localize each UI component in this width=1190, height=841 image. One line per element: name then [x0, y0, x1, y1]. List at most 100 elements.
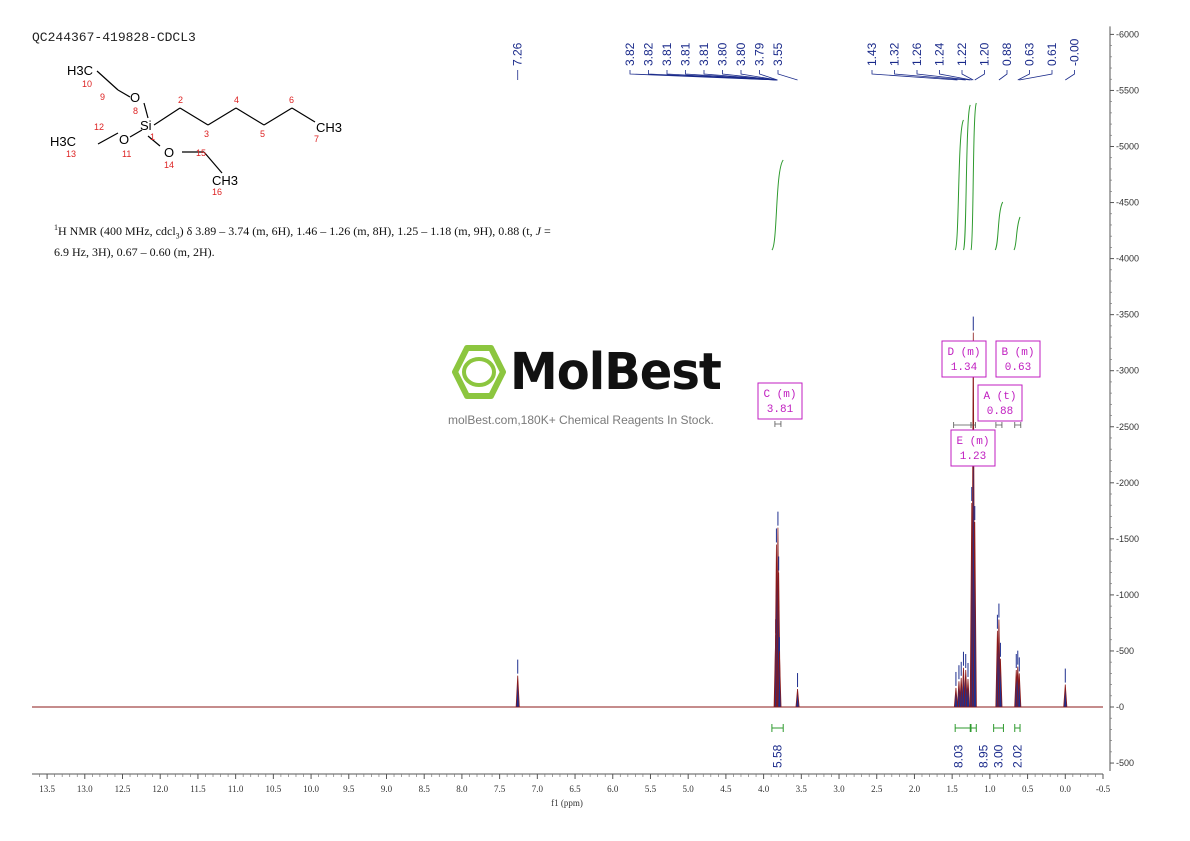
- integral-bar: [954, 724, 971, 732]
- atom-number-11: 11: [122, 149, 131, 159]
- atom-number-4: 4: [234, 95, 239, 105]
- integral-curve: [1013, 216, 1021, 251]
- x-tick-label: 9.5: [343, 784, 355, 794]
- y-tick-label: -5000: [1116, 142, 1139, 152]
- integral-bar: [970, 724, 977, 732]
- h3c-left-label: H3C: [50, 134, 76, 149]
- y-tick-label: -4000: [1116, 254, 1139, 264]
- peak-label-group2: 3.80: [734, 42, 748, 66]
- y-tick-label: -0: [1116, 702, 1124, 712]
- peak-label-group3-connector: [916, 70, 971, 81]
- peak-label-group3-connector: [961, 70, 974, 81]
- y-tick-label: -1000: [1116, 590, 1139, 600]
- h3c-top-label: H3C: [67, 63, 93, 78]
- y-axis: -500 -0 -500 -1000 -1500 -2000 -2500 -3000 -3500…: [1109, 26, 1139, 772]
- integral-value: 2.02: [1010, 744, 1024, 768]
- integral-curves: [771, 102, 1021, 251]
- logo-brand-text: MolBest: [510, 342, 722, 402]
- spectrum-peak: [953, 687, 958, 708]
- x-tick-label: 12.5: [115, 784, 131, 794]
- x-tick-label: -0.5: [1096, 784, 1111, 794]
- peak-label-group3-connector: [894, 70, 966, 81]
- spectrum-peaks: [515, 316, 1068, 708]
- peak-label-group2-connector: [740, 70, 778, 81]
- integral-value: 5.58: [771, 744, 785, 768]
- x-tick-label: 10.0: [303, 784, 319, 794]
- multiplet-name: C (m): [763, 389, 796, 401]
- nmr-text-sub: 3: [175, 231, 180, 241]
- peak-label-group3: 1.24: [933, 42, 947, 66]
- y-tick-label: -3500: [1116, 310, 1139, 320]
- x-tick-label: 8.0: [456, 784, 468, 794]
- multiplet-shift: 0.88: [987, 406, 1013, 418]
- atom-number-15: 15: [196, 148, 206, 158]
- spectrum-peak: [1017, 673, 1022, 708]
- peak-labels: 7.26 3.82 3.82 3.81 3.81 3.81 3.80 3.80 3.79 3.55…: [511, 38, 1082, 81]
- peak-label-group1: 7.26: [511, 42, 525, 66]
- x-tick-label: 5.0: [683, 784, 695, 794]
- x-tick-label: 7.5: [494, 784, 506, 794]
- peak-label-group3-connector: [974, 70, 985, 81]
- peak-label-group2-connector: [703, 70, 778, 81]
- peak-label-group2: 3.55: [771, 42, 785, 66]
- multiplet-shift: 0.63: [1005, 362, 1031, 374]
- multiplet-shift: 1.23: [960, 451, 986, 463]
- oxygen-8-label: O: [130, 90, 140, 105]
- benzene-logo-icon: [452, 345, 506, 399]
- sample-id: QC244367-419828-CDCL3: [32, 30, 196, 45]
- peak-label-group3: 0.61: [1045, 42, 1059, 66]
- x-tick-label: 1.5: [947, 784, 959, 794]
- molbest-logo: MolBest: [452, 342, 722, 402]
- nmr-text-part3: =: [540, 224, 551, 238]
- multiplet-box: [977, 384, 1023, 422]
- x-tick-label: 13.5: [39, 784, 55, 794]
- nmr-text-part1: H NMR (400 MHz, cdcl: [58, 224, 176, 238]
- peak-label-group2: 3.81: [679, 42, 693, 66]
- multiplet-range: [1014, 422, 1022, 428]
- x-tick-label: 1.0: [984, 784, 996, 794]
- multiplet-box: [995, 340, 1041, 378]
- peak-label-group3: 1.22: [955, 42, 969, 66]
- peak-label-group3: 0.63: [1023, 42, 1037, 66]
- nmr-summary-text: 1H NMR (400 MHz, cdcl3) δ 3.89 – 3.74 (m…: [54, 219, 614, 261]
- integral-value: 8.95: [977, 744, 991, 768]
- nmr-text-j: J: [535, 224, 541, 238]
- integral-bar: [771, 724, 784, 732]
- multiplet-box: [757, 382, 803, 420]
- integral-bar: [1014, 724, 1021, 732]
- peak-label-group3-connector: [998, 70, 1008, 81]
- multiplet-name: D (m): [947, 347, 980, 359]
- multiplet-range: [970, 422, 976, 428]
- atom-number-5: 5: [260, 129, 265, 139]
- x-tick-label: 8.5: [419, 784, 431, 794]
- atom-number-13: 13: [66, 149, 76, 159]
- atom-number-12: 12: [94, 122, 104, 132]
- y-tick-label: -500: [1116, 758, 1134, 768]
- peak-label-group2-connector: [685, 70, 778, 81]
- integral-bars: 5.58 8.03 8.95 3.00 2.02: [771, 724, 1024, 768]
- y-tick-label: -5500: [1116, 85, 1139, 95]
- peak-label-group2: 3.79: [753, 42, 767, 66]
- peak-label-group3: 1.43: [865, 42, 879, 66]
- peak-label-group3: 1.26: [910, 42, 924, 66]
- atom-number-9: 9: [100, 92, 105, 102]
- peak-label-group3-connector: [939, 70, 972, 81]
- ch3-right-label: CH3: [316, 120, 342, 135]
- x-tick-label: 3.0: [833, 784, 845, 794]
- peak-label-group3: 1.20: [978, 42, 992, 66]
- x-axis-label: f1 (ppm): [551, 798, 583, 808]
- spectrum-peak: [795, 689, 800, 708]
- y-tick-label: -1500: [1116, 534, 1139, 544]
- atom-number-8: 8: [133, 106, 138, 116]
- logo-tagline: molBest.com,180K+ Chemical Reagents In S…: [448, 413, 714, 427]
- multiplet-shift: 1.34: [951, 362, 978, 374]
- multiplet-boxes: C (m) 3.81 D (m) 1.34 B (m) 0.63 A (t) 0.88 E (m…: [757, 340, 1041, 467]
- integral-curve: [962, 104, 971, 251]
- atom-number-6: 6: [289, 95, 294, 105]
- spectrum-peak: [965, 678, 971, 708]
- atom-number-10: 10: [82, 79, 92, 89]
- peak-label-group3-connector: [871, 70, 958, 81]
- y-tick-label: -6000: [1116, 29, 1139, 39]
- x-tick-label: 10.5: [265, 784, 281, 794]
- nmr-isotope: 1: [54, 223, 58, 232]
